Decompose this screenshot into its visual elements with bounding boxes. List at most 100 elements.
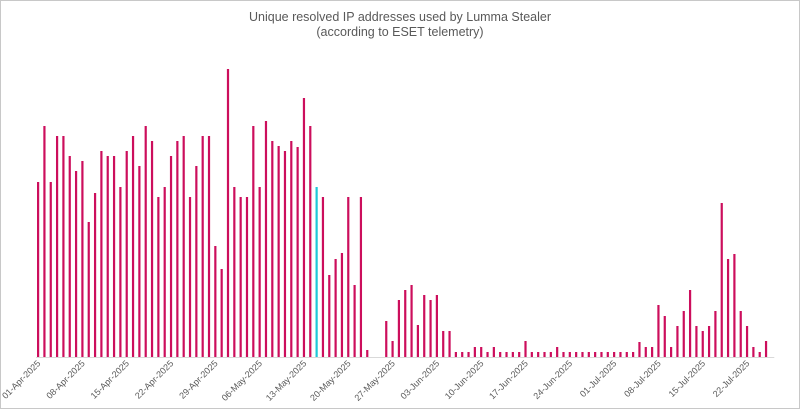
bar-17-Jul-2025: [714, 311, 717, 357]
bar-28-Jun-2025: [594, 352, 597, 357]
bar-04-Jul-2025: [632, 352, 635, 357]
bar-18-Apr-2025: [144, 126, 147, 357]
x-axis-ticks: 01-Apr-2025 08-Apr-2025 15-Apr-2025 22-Apr-…: [0, 358, 751, 403]
bar-10-May-2025: [283, 151, 287, 357]
x-tick-label: 10-Jun-2025: [443, 358, 486, 401]
bar-24-Jun-2025: [568, 352, 571, 357]
bar-31-May-2025: [416, 325, 419, 357]
bar-07-Jun-2025: [461, 352, 464, 357]
bar-25-Apr-2025: [188, 197, 192, 357]
bar-19-Jun-2025: [537, 352, 540, 357]
bar-29-Apr-2025: [214, 246, 217, 357]
bar-06-Jun-2025: [454, 352, 457, 357]
x-tick-label: 24-Jun-2025: [531, 358, 574, 401]
bar-24-Jul-2025: [758, 352, 761, 357]
bar-01-Apr-2025: [37, 182, 40, 357]
bar-10-Jul-2025: [670, 347, 673, 357]
bar-06-May-2025: [258, 187, 261, 357]
bar-02-Jul-2025: [619, 352, 622, 357]
bar-02-Jun-2025: [429, 300, 432, 357]
bar-21-Apr-2025: [163, 187, 166, 357]
bar-22-Jul-2025: [745, 326, 749, 357]
bar-06-Apr-2025: [68, 156, 71, 357]
bar-14-Jun-2025: [505, 352, 508, 357]
bar-08-Jun-2025: [467, 352, 470, 357]
bar-14-May-2025: [309, 126, 312, 357]
bar-23-Jun-2025: [562, 352, 565, 357]
bar-27-Apr-2025: [201, 136, 204, 357]
bar-15-May-2025: [315, 187, 318, 357]
bar-20-Apr-2025: [157, 197, 160, 357]
bar-04-Jun-2025: [442, 331, 445, 357]
bar-11-Jun-2025: [486, 352, 489, 357]
bar-23-Jul-2025: [752, 347, 755, 357]
bar-12-May-2025: [296, 147, 299, 357]
bar-02-May-2025: [233, 187, 236, 357]
bar-03-Jul-2025: [625, 352, 628, 357]
bar-10-Apr-2025: [93, 193, 97, 357]
bar-17-Apr-2025: [138, 166, 141, 357]
bar-18-May-2025: [334, 259, 337, 357]
bar-21-May-2025: [353, 285, 356, 357]
bar-01-May-2025: [226, 69, 230, 357]
bar-30-Apr-2025: [220, 269, 223, 357]
bar-14-Apr-2025: [119, 187, 122, 357]
bar-01-Jun-2025: [423, 295, 426, 357]
x-tick-label: 20-May-2025: [308, 358, 353, 403]
bar-22-Jun-2025: [556, 347, 559, 357]
bar-11-Jul-2025: [676, 326, 679, 357]
bar-10-Jun-2025: [480, 347, 483, 357]
bar-27-May-2025: [391, 341, 394, 357]
bar-12-Jul-2025: [682, 311, 685, 357]
bar-08-Apr-2025: [81, 161, 84, 357]
bar-03-Apr-2025: [49, 182, 52, 357]
bar-28-Apr-2025: [207, 136, 211, 357]
x-tick-label: 17-Jun-2025: [487, 358, 530, 401]
x-tick-label: 13-May-2025: [264, 358, 309, 403]
x-tick-label: 27-May-2025: [352, 358, 397, 403]
bar-05-May-2025: [252, 126, 255, 357]
bar-16-May-2025: [321, 197, 325, 357]
x-tick-label: 08-Jul-2025: [622, 358, 663, 399]
x-tick-label: 15-Apr-2025: [89, 358, 131, 400]
bar-08-Jul-2025: [657, 305, 660, 357]
bar-11-Apr-2025: [100, 151, 103, 357]
bar-21-Jul-2025: [739, 311, 742, 357]
x-tick-label: 01-Jul-2025: [578, 358, 619, 399]
bar-19-Apr-2025: [150, 141, 154, 357]
bar-18-Jun-2025: [530, 352, 533, 357]
bar-05-Jun-2025: [448, 331, 451, 357]
bar-13-Apr-2025: [112, 156, 116, 357]
x-tick-label: 03-Jun-2025: [399, 358, 442, 401]
bar-01-Jul-2025: [613, 352, 616, 357]
bar-24-Apr-2025: [182, 136, 185, 357]
bar-26-May-2025: [385, 321, 388, 357]
bar-04-Apr-2025: [55, 136, 59, 357]
bar-03-Jun-2025: [435, 295, 438, 357]
bar-22-Apr-2025: [169, 156, 173, 357]
x-tick-label: 15-Jul-2025: [667, 358, 708, 399]
chart-title: Unique resolved IP addresses used by Lum…: [248, 10, 552, 24]
bar-13-Jun-2025: [499, 352, 502, 357]
bar-09-Apr-2025: [87, 222, 90, 357]
bar-17-Jun-2025: [524, 341, 527, 357]
bar-11-May-2025: [290, 141, 293, 357]
bar-15-Jul-2025: [701, 331, 704, 357]
bar-29-Jun-2025: [600, 352, 603, 357]
bar-17-May-2025: [328, 275, 331, 357]
bar-20-Jul-2025: [733, 254, 736, 357]
bar-09-Jul-2025: [663, 316, 666, 357]
bar-25-Jul-2025: [764, 341, 768, 357]
bar-12-Apr-2025: [106, 156, 109, 357]
bar-13-May-2025: [302, 98, 306, 357]
x-tick-label: 08-Apr-2025: [44, 358, 86, 400]
bar-15-Jun-2025: [511, 352, 514, 357]
bar-30-Jun-2025: [606, 352, 609, 357]
x-tick-label: 22-Apr-2025: [133, 358, 175, 400]
bar-13-Jul-2025: [688, 290, 692, 357]
bar-27-Jun-2025: [587, 352, 590, 357]
bar-16-Jun-2025: [518, 352, 521, 357]
bar-16-Apr-2025: [131, 136, 135, 357]
bar-16-Jul-2025: [707, 326, 711, 357]
